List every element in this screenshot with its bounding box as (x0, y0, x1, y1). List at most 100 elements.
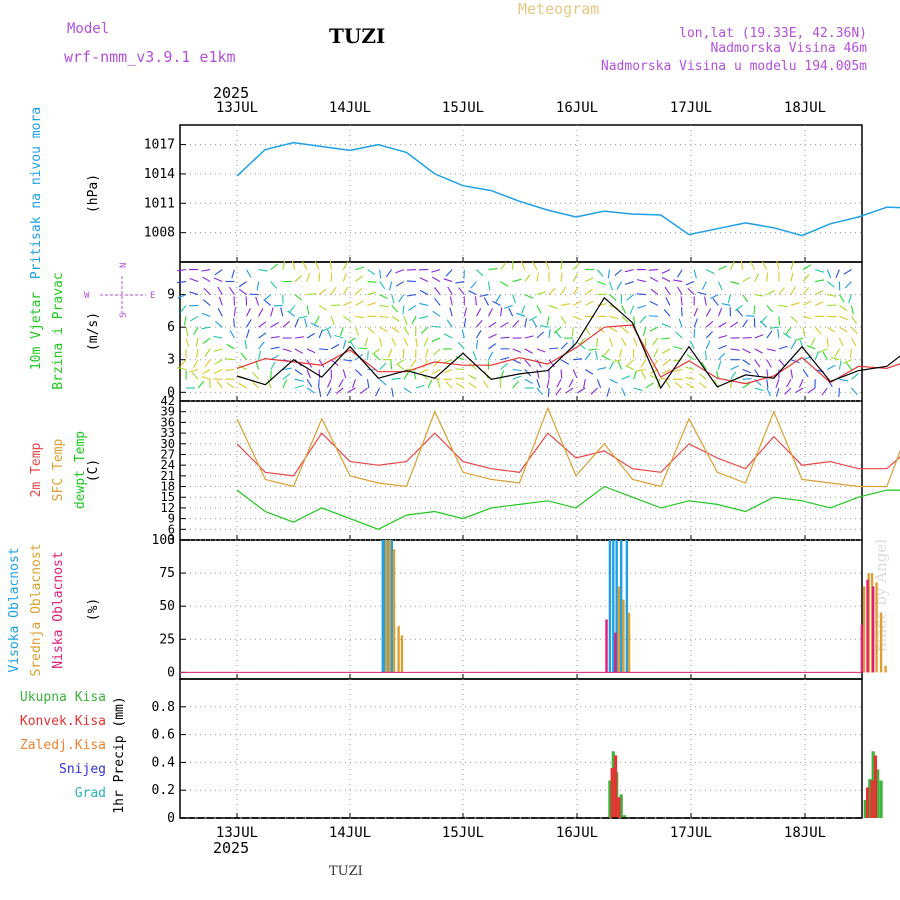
y-tick-label: 27 (161, 447, 175, 461)
cloud-bar (605, 619, 608, 673)
wind-arrow (642, 327, 647, 336)
wind-arrow (342, 315, 352, 322)
wind-arrow (280, 307, 284, 317)
wind-arrow (443, 333, 453, 339)
wind-arrow (717, 360, 722, 370)
wind-arrow (318, 369, 321, 379)
wind-arrow (778, 345, 788, 350)
wind-arrow (778, 304, 788, 308)
y-tick-label: 42 (161, 394, 175, 408)
wind-arrow (258, 308, 264, 317)
wind-arrow (203, 287, 211, 295)
wind-arrow (190, 315, 199, 322)
cloud-ylabel-3: Niska Oblacnost (51, 551, 66, 668)
wind-arrow (294, 294, 303, 301)
wind-arrow (678, 318, 683, 328)
wind-arrow (776, 260, 780, 270)
wind-arrow (302, 261, 308, 270)
wind-arrow (482, 380, 489, 389)
wind-arrow (520, 261, 526, 270)
wind-arrow (769, 326, 779, 329)
wind-arrow (742, 294, 749, 303)
wind-arrow (595, 350, 598, 360)
x-tick-label-bottom: 15JUL (442, 825, 484, 841)
wind-arrow (685, 281, 695, 286)
wind-arrow (639, 315, 647, 324)
wind-arrow (330, 343, 340, 350)
wind-arrow (675, 331, 683, 339)
wind-arrow (585, 300, 594, 306)
wind-arrow (641, 371, 647, 380)
precip-legend-item: Snijeg (59, 762, 106, 777)
wind-arrow (391, 337, 397, 347)
wind-arrow (201, 326, 211, 330)
wind-arrows (176, 260, 859, 397)
wind-arrow (334, 334, 344, 339)
wind-arrow (287, 310, 296, 317)
y-tick-label: 12 (161, 501, 175, 515)
wind-arrow (677, 269, 683, 278)
wind-arrow (785, 326, 792, 335)
precip-bar (608, 780, 612, 818)
wind-arrow (423, 337, 429, 347)
y-tick-label: 0 (167, 811, 175, 826)
wind-arrow (201, 269, 211, 272)
wind-arrow (536, 305, 542, 314)
wind-arrow (536, 348, 546, 353)
wind-arrow (701, 281, 707, 290)
wind-arrow (327, 329, 332, 339)
wind-arrow (204, 359, 211, 368)
wind-arrow (838, 337, 844, 347)
wind-arrow (760, 315, 768, 324)
wind-arrow (838, 294, 845, 303)
wind-arrow (651, 337, 659, 346)
wind-arrow (252, 371, 260, 380)
wind-arrow (536, 272, 540, 282)
wind-arrow (349, 341, 356, 350)
wind-arrow (258, 269, 268, 272)
compass-north: N (119, 263, 129, 268)
wind-arrow (536, 369, 540, 379)
wind-arrow (355, 275, 363, 282)
wind-gust-line (236, 324, 900, 385)
wind-arrow (665, 297, 671, 306)
wind-arrow (176, 281, 187, 284)
wind-arrow (215, 320, 223, 328)
wind-arrow (766, 289, 775, 296)
precip-bar (617, 797, 621, 818)
wind-arrow (294, 384, 304, 389)
wind-arrow (718, 344, 727, 350)
wind-arrow (827, 364, 836, 370)
wind-arrow (495, 294, 502, 303)
cloud-bar (627, 612, 631, 673)
wind-arrow (191, 372, 199, 380)
wind-arrow (193, 326, 199, 336)
cloud-bar (871, 586, 875, 673)
wind-arrow (335, 387, 344, 394)
wind-arrow (802, 369, 809, 378)
wind-arrow (524, 359, 532, 367)
wind-arrow (318, 304, 327, 311)
wind-arrow (455, 356, 465, 361)
wind-arrow (217, 286, 223, 295)
wind-arrow (729, 261, 735, 270)
wind-arrow (360, 387, 368, 394)
wind-arrow (740, 260, 744, 270)
wind-arrow (775, 387, 780, 397)
wind-arrow (475, 319, 483, 328)
wind-arrow (547, 387, 550, 397)
wind-arrow (424, 348, 429, 358)
wind-arrow (202, 299, 211, 306)
wind-arrow (790, 340, 797, 350)
wind-arrow (827, 294, 837, 297)
wind-arrow (294, 369, 303, 376)
wind-arrow (766, 359, 772, 368)
wind-arrow (432, 276, 441, 283)
wind-arrow (661, 269, 671, 274)
wind-arrow (621, 315, 629, 323)
cloud-bar (860, 624, 864, 673)
wind-arrow (730, 371, 737, 380)
wind-arrow (238, 382, 247, 389)
x-tick-label-top: 17JUL (670, 100, 712, 116)
wind-arrow (624, 269, 634, 273)
